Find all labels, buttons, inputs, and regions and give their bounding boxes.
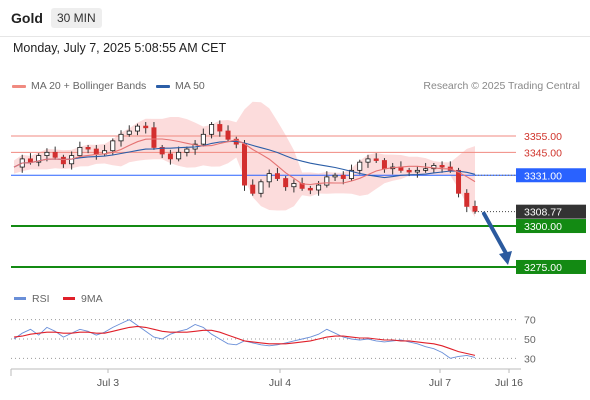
level-label-3355.00: 3355.00	[524, 131, 562, 143]
last-price-tag	[516, 204, 586, 219]
rsi-tick-70: 70	[524, 315, 536, 327]
candle-body	[209, 124, 215, 135]
candle-body	[27, 158, 33, 163]
candle-body	[151, 127, 157, 148]
level-label-3331.00: 3331.00	[524, 170, 562, 182]
candle-body	[472, 205, 478, 212]
header-bar: Gold 30 MIN	[0, 0, 590, 37]
level-tag-3300.00	[516, 219, 586, 234]
candle-body	[316, 184, 322, 191]
instrument-title: Gold	[11, 10, 43, 26]
x-tick-label: Jul 4	[269, 377, 291, 389]
candle-body	[60, 156, 66, 165]
timestamp: Monday, July 7, 2025 5:08:55 AM CET	[13, 41, 227, 55]
timeframe-button[interactable]: 30 MIN	[51, 8, 102, 28]
candle-body	[349, 169, 355, 179]
ma20-label: MA 20 + Bollinger Bands	[31, 80, 147, 92]
candle-body	[431, 165, 437, 170]
candle-body	[357, 161, 363, 171]
candle-body	[340, 174, 346, 179]
rsi-ma-legend-label: 9MA	[81, 293, 103, 305]
candle-body	[110, 140, 116, 152]
level-tag-3331.00	[516, 168, 586, 183]
ma20-swatch	[12, 84, 26, 88]
level-label-3300.00: 3300.00	[524, 221, 562, 233]
candle-body	[324, 176, 330, 186]
candle-body	[241, 143, 247, 186]
rsi-tick-50: 50	[524, 334, 536, 346]
candle-body	[456, 169, 462, 194]
candle-body	[307, 187, 313, 191]
forecast-arrow-head	[499, 250, 512, 265]
candle-body	[332, 174, 338, 178]
level-tag-3275.00	[516, 259, 586, 274]
rsi-tick-30: 30	[524, 353, 536, 365]
candle-body	[406, 169, 412, 173]
candle-body	[143, 125, 149, 129]
ma50-swatch	[156, 84, 170, 88]
candle-body	[118, 133, 124, 142]
candle-body	[176, 151, 182, 160]
last-price-label: 3308.77	[524, 207, 562, 219]
rsi-ma-legend-swatch	[63, 297, 75, 300]
candle-body	[414, 169, 420, 173]
candle-body	[365, 158, 371, 163]
candle-body	[77, 147, 83, 157]
ma50-line	[13, 140, 476, 179]
level-label-3345.00: 3345.00	[524, 147, 562, 159]
candle-body	[464, 192, 470, 207]
x-tick-label: Jul 16	[495, 377, 523, 389]
candle-body	[283, 178, 289, 188]
candle-body	[423, 168, 429, 171]
candle-body	[225, 130, 231, 140]
candle-body	[52, 151, 58, 158]
rsi-ma-line	[13, 325, 476, 356]
candle-body	[184, 148, 190, 153]
candle-body	[250, 184, 256, 194]
candle-body	[159, 147, 165, 155]
ma50-label: MA 50	[175, 80, 205, 92]
candle-body	[373, 158, 379, 161]
legend-ma50: MA 50	[156, 80, 205, 92]
candle-body	[200, 133, 206, 145]
x-tick-label: Jul 7	[429, 377, 451, 389]
rsi-legend-swatch	[14, 297, 26, 300]
candle-body	[291, 183, 297, 188]
rsi-legend-label: RSI	[32, 293, 50, 305]
candle-body	[217, 124, 223, 132]
candle-body	[85, 147, 91, 150]
copyright-text: Research © 2025 Trading Central	[423, 80, 580, 92]
legend-ma20: MA 20 + Bollinger Bands	[12, 80, 146, 92]
candle-body	[381, 160, 387, 170]
candle-body	[93, 148, 99, 155]
ma20-line	[13, 138, 476, 186]
candle-body	[258, 181, 264, 194]
candle-body	[274, 173, 280, 179]
candle-body	[126, 130, 132, 135]
candle-body	[36, 155, 42, 163]
forecast-arrow-shaft	[482, 211, 510, 259]
x-tick-label: Jul 3	[97, 377, 119, 389]
candle-body	[167, 153, 173, 160]
level-label-3275.00: 3275.00	[524, 262, 562, 274]
candle-body	[439, 165, 445, 168]
candle-body	[266, 173, 272, 183]
candle-body	[44, 151, 50, 157]
candle-body	[134, 125, 140, 132]
